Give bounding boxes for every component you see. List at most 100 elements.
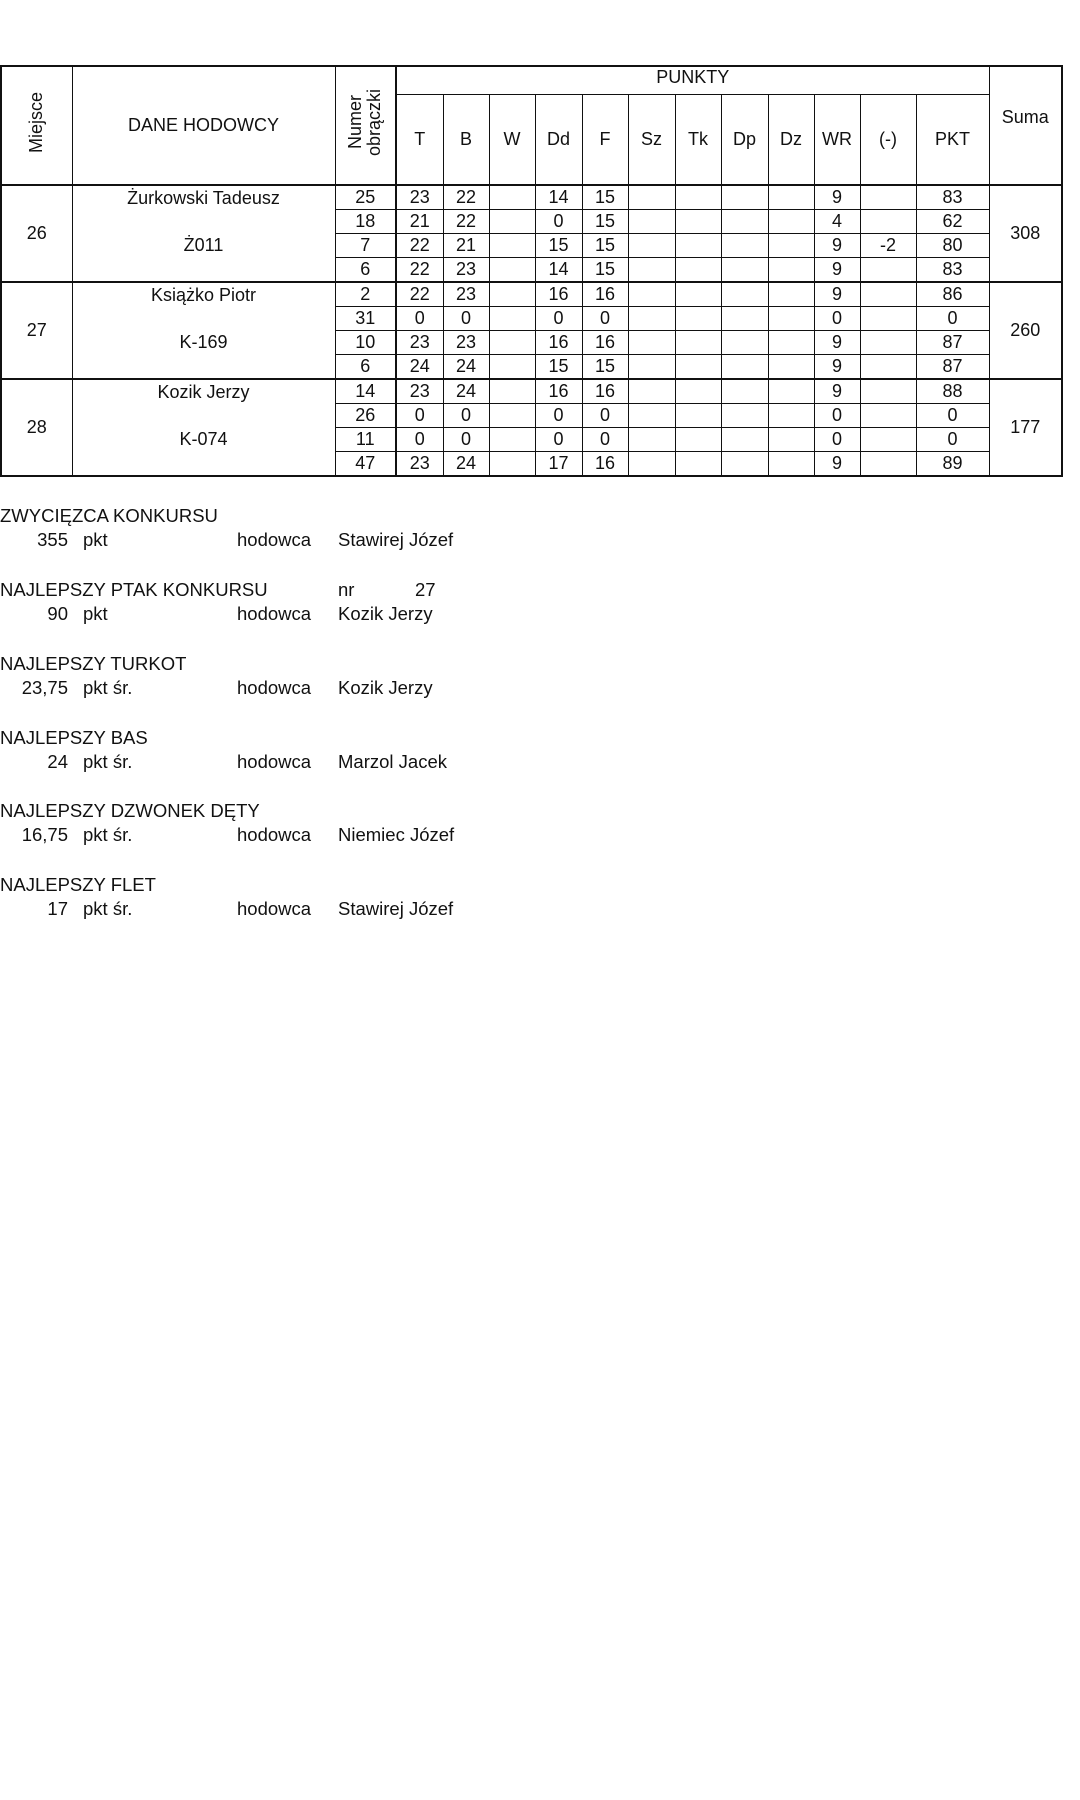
points-cell bbox=[720, 233, 769, 258]
award-unit: pkt bbox=[83, 603, 108, 624]
bird-nr-value: 27 bbox=[415, 579, 436, 600]
ring-number-cell: 2 bbox=[334, 281, 397, 307]
award-title: NAJLEPSZY PTAK KONKURSU bbox=[0, 579, 268, 600]
points-cell: 0 bbox=[395, 403, 444, 428]
award-unit: pkt śr. bbox=[83, 824, 133, 845]
points-cell bbox=[720, 330, 769, 355]
breeder-name: Kozik Jerzy bbox=[157, 382, 250, 402]
points-cell bbox=[488, 451, 536, 477]
points-cell bbox=[767, 233, 815, 258]
place-cell: 27 bbox=[0, 281, 73, 380]
points-cell bbox=[627, 354, 676, 380]
breeder-label: hodowca bbox=[237, 603, 312, 624]
points-cell bbox=[859, 306, 917, 331]
points-cell bbox=[627, 451, 676, 477]
points-cell: 23 bbox=[395, 451, 444, 477]
points-cell bbox=[859, 403, 917, 428]
breeder-label: hodowca bbox=[237, 898, 312, 919]
award-breeder: Kozik Jerzy bbox=[338, 603, 433, 624]
table-row: 6 24 24 15 15 9 87 bbox=[1, 354, 1062, 380]
points-cell bbox=[674, 354, 722, 380]
points-cell bbox=[720, 354, 769, 380]
points-cell: 15 bbox=[581, 354, 629, 380]
header-ring-number: Numer obrączki bbox=[334, 65, 397, 186]
points-cell: 24 bbox=[395, 354, 444, 380]
points-cell: 23 bbox=[442, 281, 490, 307]
ring-number-cell: 6 bbox=[334, 354, 397, 380]
points-cell bbox=[627, 306, 676, 331]
points-cell bbox=[674, 403, 722, 428]
points-cell bbox=[674, 306, 722, 331]
points-cell: 0 bbox=[395, 427, 444, 452]
points-cell bbox=[674, 184, 722, 210]
header-points-5: Sz bbox=[627, 94, 676, 186]
points-cell: 22 bbox=[442, 209, 490, 234]
header-points-4: F bbox=[581, 94, 629, 186]
points-cell bbox=[674, 233, 722, 258]
points-cell bbox=[674, 427, 722, 452]
points-cell: 0 bbox=[813, 306, 861, 331]
points-cell bbox=[767, 209, 815, 234]
points-cell: 15 bbox=[581, 257, 629, 283]
points-cell: 0 bbox=[442, 427, 490, 452]
points-cell: 22 bbox=[395, 233, 444, 258]
header-breeder: DANE HODOWCY bbox=[71, 65, 336, 186]
points-cell: 0 bbox=[534, 427, 583, 452]
award-title: NAJLEPSZY DZWONEK DĘTY bbox=[0, 800, 260, 821]
table-row: 10 23 23 16 16 9 87 bbox=[1, 330, 1062, 355]
points-cell bbox=[767, 184, 815, 210]
points-cell bbox=[488, 427, 536, 452]
points-cell bbox=[488, 257, 536, 283]
points-cell bbox=[859, 451, 917, 477]
ring-number-cell: 26 bbox=[334, 403, 397, 428]
ring-number-cell: 25 bbox=[334, 184, 397, 210]
points-cell: 24 bbox=[442, 354, 490, 380]
points-cell: 89 bbox=[915, 451, 990, 477]
award-breeder: Stawirej Józef bbox=[338, 529, 454, 550]
points-cell: 9 bbox=[813, 184, 861, 210]
points-cell bbox=[767, 281, 815, 307]
points-cell bbox=[720, 281, 769, 307]
points-cell bbox=[674, 378, 722, 404]
points-cell bbox=[720, 306, 769, 331]
points-cell: 0 bbox=[442, 403, 490, 428]
points-cell bbox=[767, 427, 815, 452]
points-cell bbox=[627, 257, 676, 283]
sum-cell: 177 bbox=[988, 378, 1063, 477]
points-cell bbox=[767, 330, 815, 355]
points-cell bbox=[767, 403, 815, 428]
breeder-cell: Książko Piotr K-169 bbox=[71, 281, 336, 380]
points-cell bbox=[674, 257, 722, 283]
header-points-7: Dp bbox=[720, 94, 769, 186]
award-value: 24 bbox=[47, 751, 68, 772]
points-cell: 23 bbox=[395, 184, 444, 210]
points-cell bbox=[488, 184, 536, 210]
points-cell: 83 bbox=[915, 257, 990, 283]
points-cell: 80 bbox=[915, 233, 990, 258]
points-cell bbox=[859, 354, 917, 380]
breeder-label: hodowca bbox=[237, 751, 312, 772]
points-cell: 9 bbox=[813, 330, 861, 355]
points-cell: 87 bbox=[915, 330, 990, 355]
points-cell bbox=[859, 330, 917, 355]
breeder-code: K-169 bbox=[179, 332, 228, 352]
points-cell: 24 bbox=[442, 378, 490, 404]
points-cell: 15 bbox=[581, 209, 629, 234]
breeder-cell: Kozik Jerzy K-074 bbox=[71, 378, 336, 477]
points-cell: 22 bbox=[395, 257, 444, 283]
points-cell: 15 bbox=[581, 233, 629, 258]
ring-number-cell: 47 bbox=[334, 451, 397, 477]
points-cell bbox=[627, 378, 676, 404]
table-row: 7 22 21 15 15 9 -2 80 bbox=[1, 233, 1062, 258]
table-row: 11 0 0 0 0 0 0 bbox=[1, 427, 1062, 452]
points-cell bbox=[720, 403, 769, 428]
points-cell bbox=[627, 233, 676, 258]
table-row: 26 0 0 0 0 0 0 bbox=[1, 403, 1062, 428]
points-cell: 16 bbox=[534, 378, 583, 404]
ring-number-cell: 10 bbox=[334, 330, 397, 355]
points-cell: 23 bbox=[395, 330, 444, 355]
table-row: 31 0 0 0 0 0 0 bbox=[1, 306, 1062, 331]
header-points-10: (-) bbox=[859, 94, 917, 186]
points-cell: 0 bbox=[915, 306, 990, 331]
breeder-name: Żurkowski Tadeusz bbox=[127, 188, 280, 208]
